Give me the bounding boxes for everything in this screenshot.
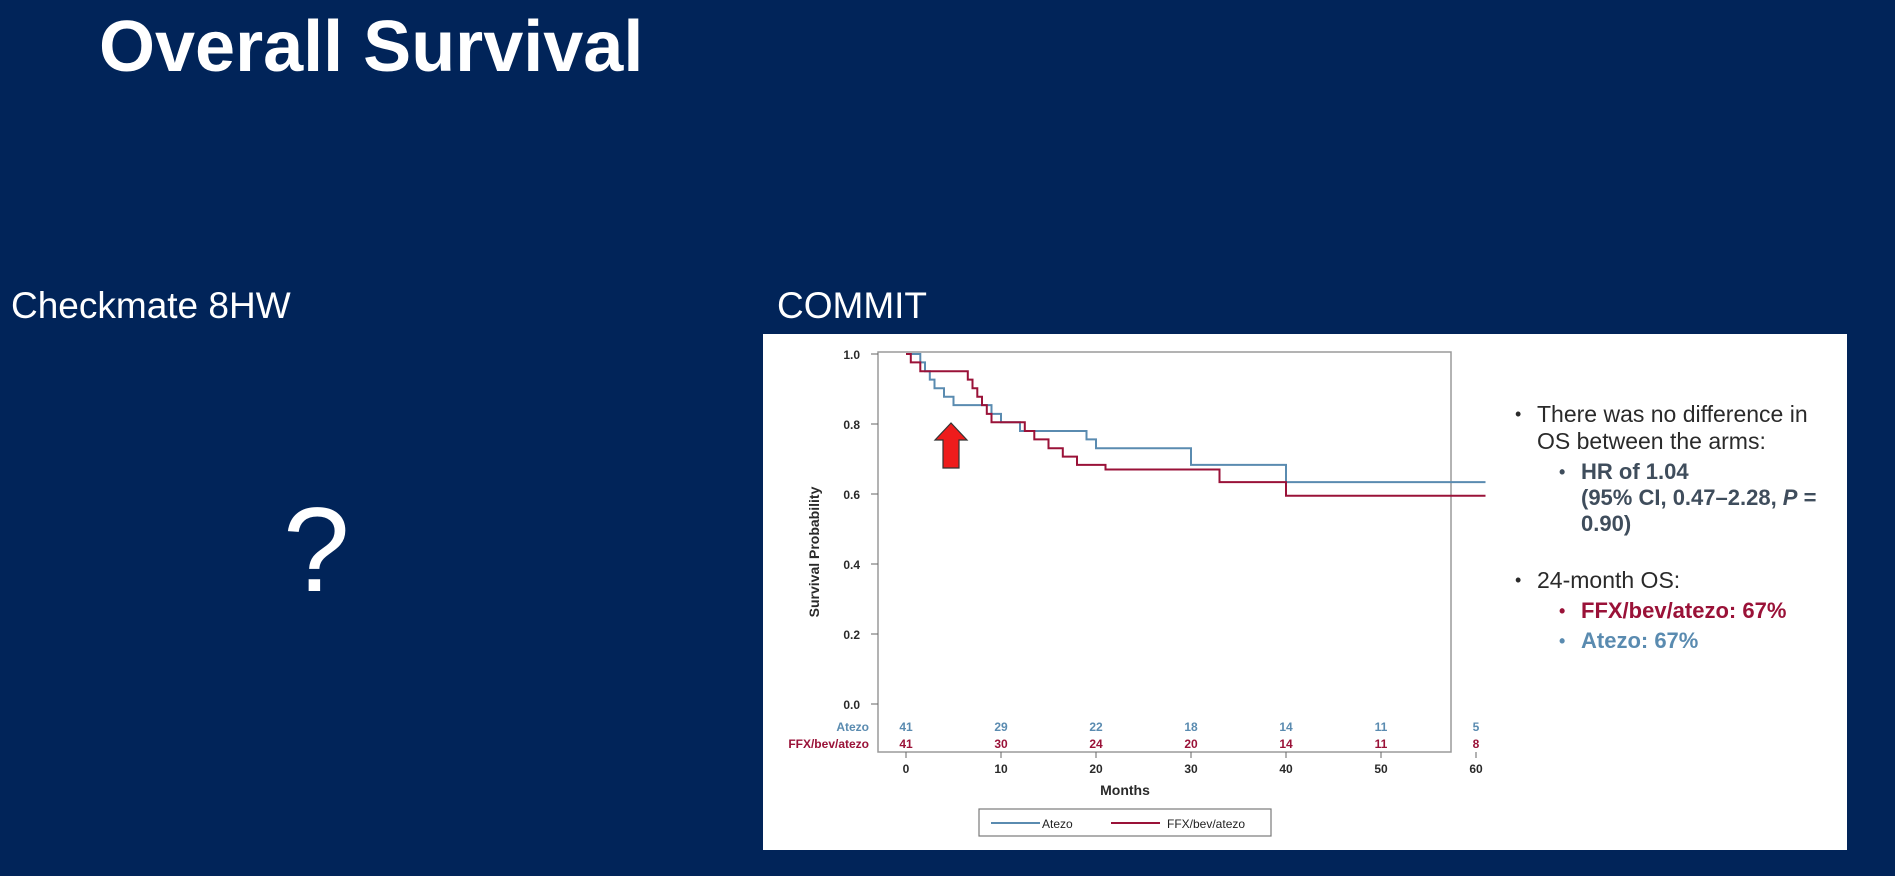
survival-curves xyxy=(906,353,1486,497)
series-ffx-bev-atezo-line xyxy=(906,353,1486,497)
red-arrow-annotation xyxy=(933,422,969,469)
y-tick-label: 1.0 xyxy=(843,348,860,362)
x-axis-label: Months xyxy=(1100,782,1150,798)
checkmate-label: Checkmate 8HW xyxy=(11,285,291,326)
hr-p-symbol: P xyxy=(1782,485,1798,510)
plot-frame xyxy=(877,351,1452,753)
slide-title: Overall Survival xyxy=(99,7,644,87)
risk-count: 41 xyxy=(899,720,913,734)
commit-figure-panel: 0.0 0.2 0.4 0.6 0.8 1.0 0 10 20 30 40 50 60 Atezo 41… xyxy=(763,334,1847,850)
x-tick-label: 40 xyxy=(1279,762,1293,776)
commit-bullets: There was no difference in OS between th… xyxy=(1515,401,1840,654)
x-axis: 0 10 20 30 40 50 60 xyxy=(903,752,1483,776)
hr-ci: (95% CI, 0.47–2.28, xyxy=(1581,485,1783,510)
risk-count: 11 xyxy=(1375,737,1388,751)
risk-count: 11 xyxy=(1375,720,1388,734)
bullet-24-month-os: 24-month OS: xyxy=(1515,567,1840,594)
risk-count: 30 xyxy=(994,737,1008,751)
y-axis-label: Survival Probability xyxy=(806,486,822,617)
series-atezo-line xyxy=(906,353,1486,484)
x-tick-label: 30 xyxy=(1184,762,1198,776)
y-tick-label: 0.6 xyxy=(843,488,860,502)
x-tick-label: 50 xyxy=(1374,762,1388,776)
risk-count: 8 xyxy=(1473,737,1480,751)
x-tick-label: 10 xyxy=(994,762,1008,776)
risk-count: 41 xyxy=(899,737,913,751)
y-tick-label: 0.8 xyxy=(843,418,860,432)
risk-count: 29 xyxy=(994,720,1008,734)
hr-value: HR of 1.04 xyxy=(1581,459,1689,484)
risk-count: 18 xyxy=(1184,720,1198,734)
commit-label: COMMIT xyxy=(777,285,928,326)
question-mark-placeholder: ? xyxy=(283,483,350,617)
bullet-atezo-os: Atezo: 67% xyxy=(1559,628,1840,654)
hr-p-value: = 0.90) xyxy=(1581,485,1817,536)
x-tick-label: 60 xyxy=(1469,762,1483,776)
risk-count: 5 xyxy=(1473,720,1480,734)
bullet-no-difference: There was no difference in OS between th… xyxy=(1515,401,1840,455)
legend-ffx-label: FFX/bev/atezo xyxy=(1167,817,1245,831)
y-tick-label: 0.0 xyxy=(843,698,860,712)
risk-row-label: Atezo xyxy=(836,720,869,734)
risk-table: Atezo 41 29 22 18 14 11 5 FFX/bev/atezo 41 30 24 20 1… xyxy=(788,720,1479,751)
y-axis: 0.0 0.2 0.4 0.6 0.8 1.0 xyxy=(843,348,878,712)
chart-legend: Atezo FFX/bev/atezo xyxy=(978,808,1272,837)
x-tick-label: 0 xyxy=(903,762,910,776)
risk-count: 14 xyxy=(1279,720,1293,734)
risk-count: 24 xyxy=(1089,737,1103,751)
y-tick-label: 0.2 xyxy=(843,628,860,642)
risk-row-label: FFX/bev/atezo xyxy=(788,737,869,751)
y-tick-label: 0.4 xyxy=(843,558,860,572)
bullet-ffx-os: FFX/bev/atezo: 67% xyxy=(1559,598,1840,624)
x-tick-label: 20 xyxy=(1089,762,1103,776)
bullet-hazard-ratio: HR of 1.04 (95% CI, 0.47–2.28, P = 0.90) xyxy=(1559,459,1840,537)
legend-atezo-label: Atezo xyxy=(1042,817,1073,831)
kaplan-meier-chart: 0.0 0.2 0.4 0.6 0.8 1.0 0 10 20 30 40 50 60 Atezo 41… xyxy=(788,348,1486,837)
risk-count: 20 xyxy=(1184,737,1198,751)
risk-count: 22 xyxy=(1089,720,1103,734)
risk-count: 14 xyxy=(1279,737,1293,751)
